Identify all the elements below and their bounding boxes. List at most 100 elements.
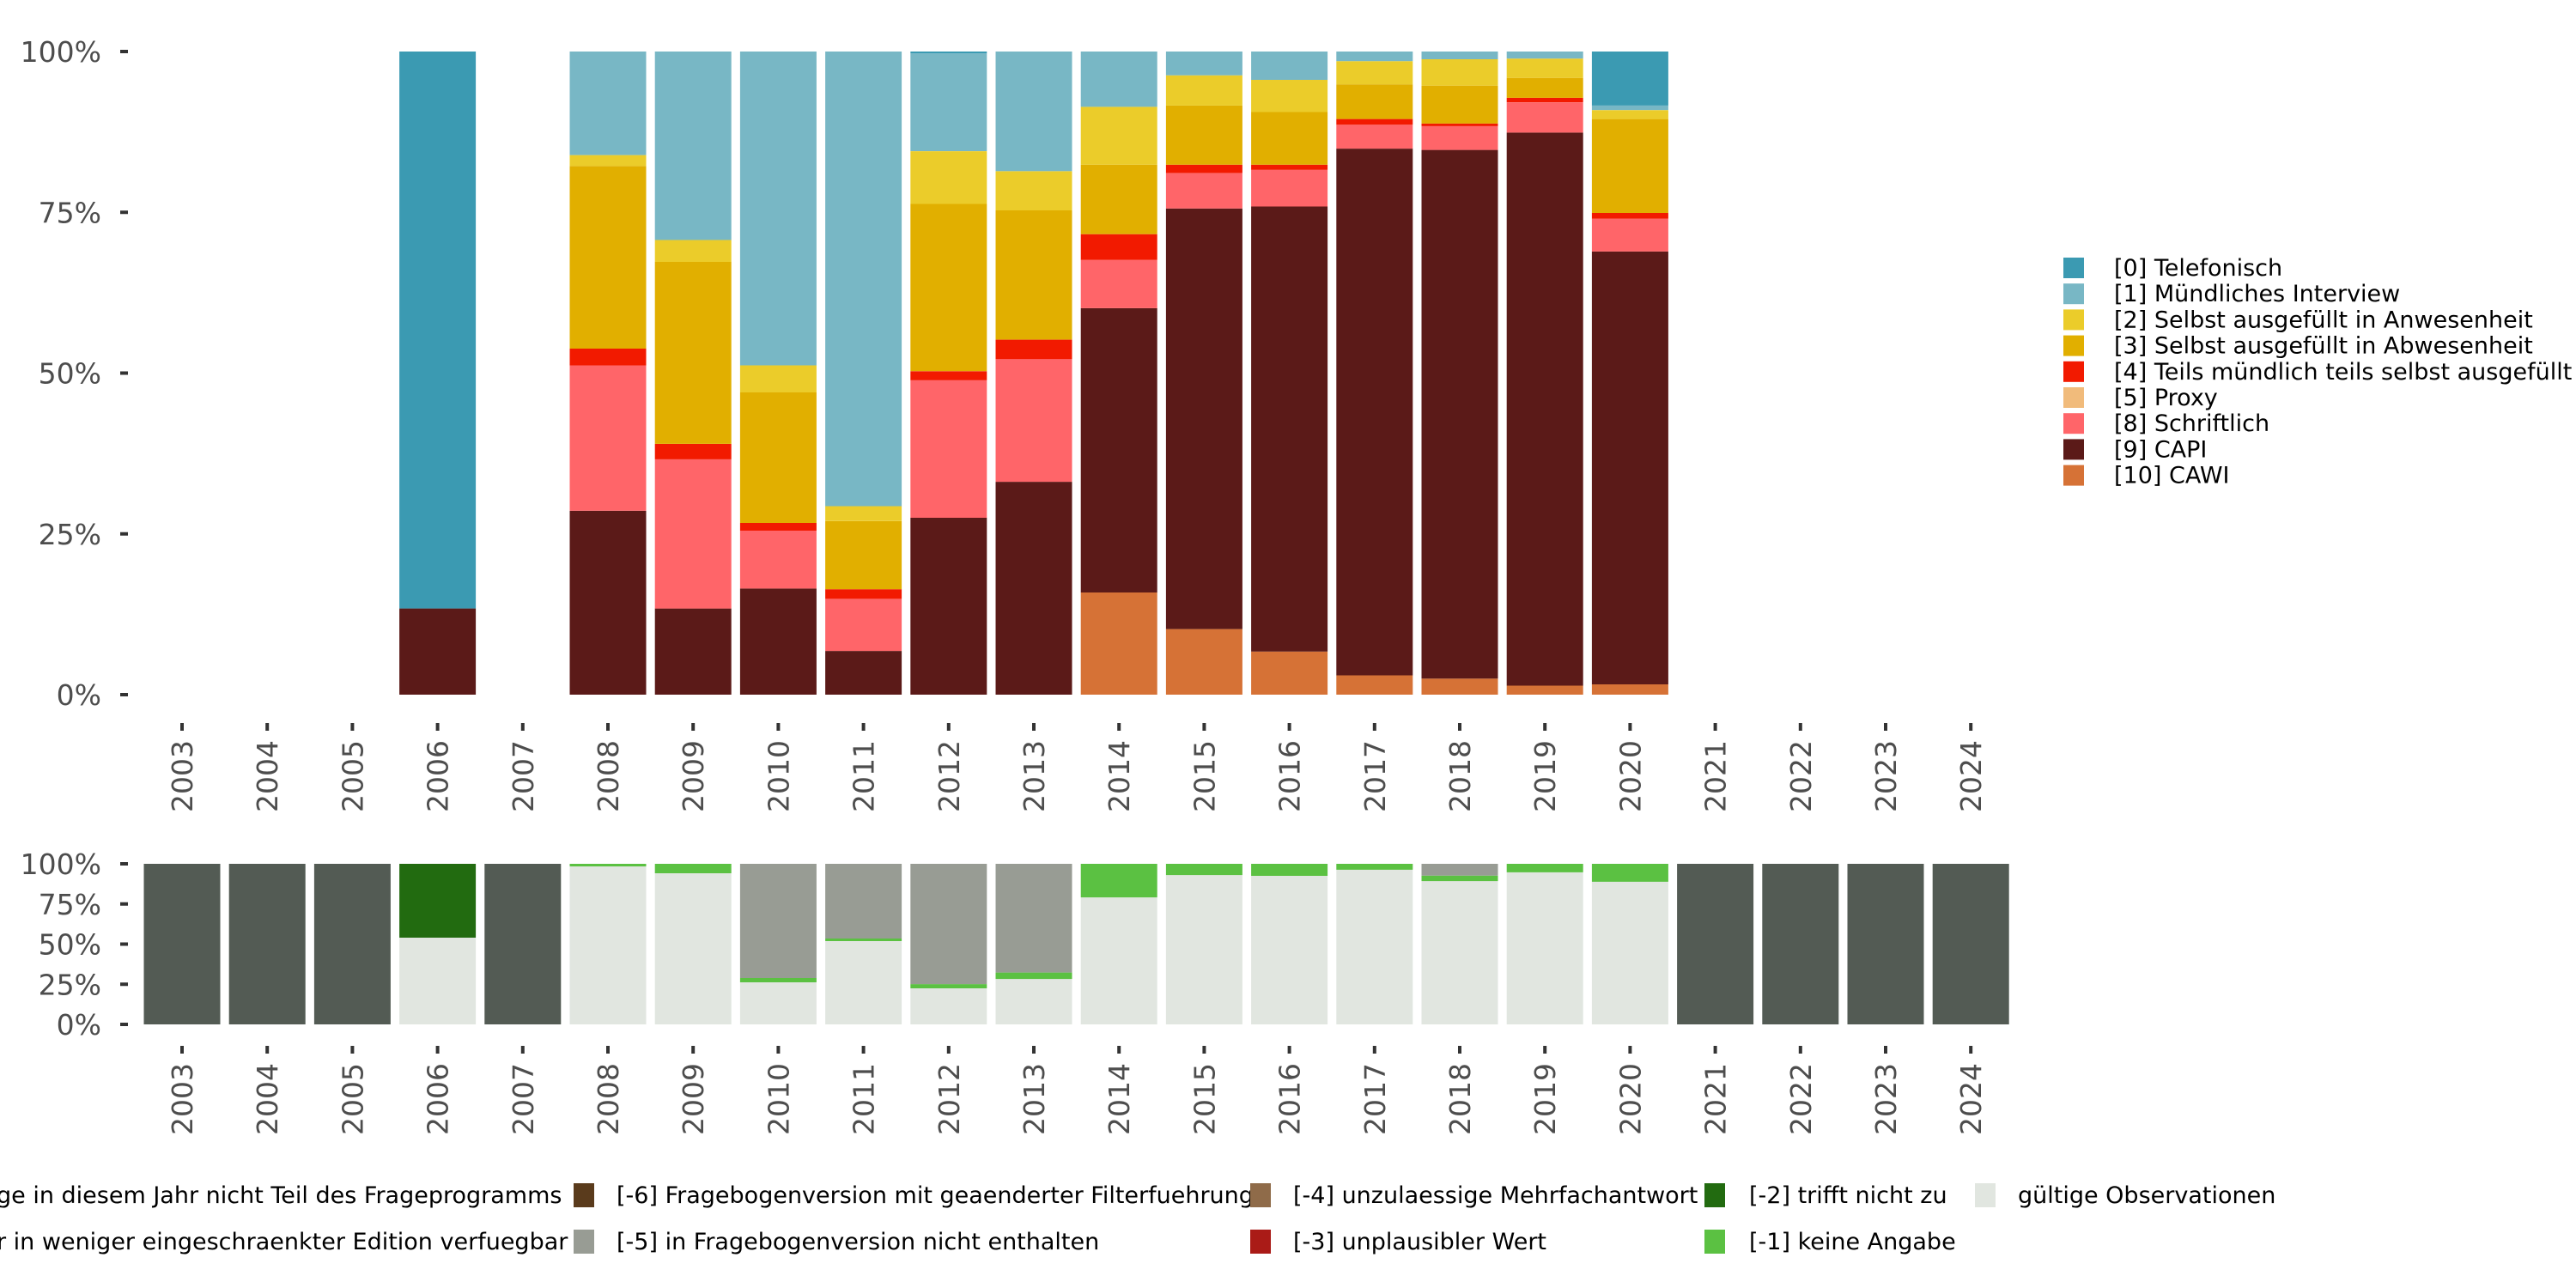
legend-swatch [2063, 413, 2084, 434]
bar-segment-2009-3-selbst-ausgefüllt-in-abwesenheit [654, 261, 732, 444]
legend-swatch [2063, 283, 2084, 305]
bar-segment-2011-gültige-observationen [825, 940, 902, 1024]
legend-swatch [2063, 309, 2084, 331]
x-tick-label: 2016 [1273, 1063, 1307, 1135]
legend-label: [3] Selbst ausgefüllt in Abwesenheit [2114, 333, 2533, 360]
main-legend: [0] Telefonisch[1] Mündliches Interview[… [2063, 255, 2572, 489]
x-tick-label: 2019 [1528, 1063, 1562, 1135]
bar-segment-2017-1-mündliches-interview [1336, 52, 1413, 62]
missing-legend: ge in diesem Jahr nicht Teil des Fragepr… [0, 1182, 2275, 1255]
bar-segment-2024-8-frage-in-diesem-jahr-nicht-teil-des-frageprogramms [1932, 864, 2009, 1024]
x-tick-label: 2023 [1869, 1063, 1903, 1135]
legend-item-1-keine-angabe: [-1] keine Angabe [1704, 1229, 1956, 1255]
bar-segment-2011-5-in-fragebogenversion-nicht-enthalten [825, 864, 902, 939]
bar-segment-2015-9-capi [1165, 208, 1242, 629]
x-tick-label: 2014 [1103, 740, 1136, 812]
legend-item-2-trifft-nicht-zu: [-2] trifft nicht zu [1704, 1182, 1947, 1209]
x-tick-label: 2014 [1103, 1063, 1136, 1135]
bar-segment-2020-10-cawi [1591, 684, 1668, 695]
bar-segment-2009-gültige-observationen [654, 873, 732, 1024]
bar-segment-2003-8-frage-in-diesem-jahr-nicht-teil-des-frageprogramms [143, 864, 221, 1024]
bar-segment-2020-1-mündliches-interview [1591, 105, 1668, 111]
bar-segment-2013-5-in-fragebogenversion-nicht-enthalten [995, 864, 1072, 973]
legend-item-5-in-fragebogenversion-nicht-enthalten: [-5] in Fragebogenversion nicht enthalte… [574, 1229, 1099, 1255]
y-tick-label: 75% [39, 888, 101, 921]
bar-segment-2014-10-cawi [1080, 592, 1157, 695]
bar-segment-2005-8-frage-in-diesem-jahr-nicht-teil-des-frageprogramms [313, 864, 391, 1024]
y-tick-label: 0% [57, 678, 101, 712]
y-tick-label: 75% [39, 196, 101, 229]
x-tick-label: 2013 [1018, 1063, 1051, 1135]
bar-segment-2012-9-capi [910, 518, 987, 695]
main-y-axis: 0% 25% 50% 75% 100% [21, 35, 128, 712]
bar-segment-2017-3-selbst-ausgefüllt-in-abwesenheit [1336, 84, 1413, 119]
x-tick-label: 2009 [677, 740, 710, 812]
bar-segment-2014-3-selbst-ausgefüllt-in-abwesenheit [1080, 164, 1157, 234]
x-tick-label: 2010 [762, 740, 795, 812]
main-x-axis: 2003 2004 2005 2006 2007 2008 2009 2010 2011 2012… [166, 723, 1988, 812]
legend-swatch [2063, 439, 2084, 460]
bar-segment-2018-9-capi [1421, 149, 1498, 679]
bar-segment-2016-9-capi [1251, 206, 1328, 652]
bar-segment-2013-3-selbst-ausgefüllt-in-abwesenheit [995, 210, 1072, 340]
legend-item-5-proxy: [5] Proxy [2063, 385, 2218, 411]
legend-swatch [1975, 1183, 1996, 1207]
y-tick-label: 50% [39, 357, 101, 391]
bar-segment-2015-8-schriftlich [1165, 173, 1242, 209]
bar-segment-2014-8-schriftlich [1080, 259, 1157, 308]
legend-item-r-in-weniger-eingeschraenkter-edition-verfuegbar: r in weniger eingeschraenkter Edition ve… [0, 1229, 568, 1255]
bar-segment-2008-3-selbst-ausgefüllt-in-abwesenheit [569, 166, 647, 349]
bar-segment-2008-2-selbst-ausgefüllt-in-anwesenheit [569, 155, 647, 167]
legend-swatch [574, 1230, 594, 1254]
bar-segment-2009-1-mündliches-interview [654, 52, 732, 240]
bar-segment-2013-1-mündliches-interview [995, 52, 1072, 172]
y-tick-label: 25% [39, 518, 101, 551]
bar-segment-2017-4-teils-mündlich-teils-selbst-ausgefüllt [1336, 118, 1413, 125]
legend-swatch [2063, 335, 2084, 356]
legend-swatch [2063, 387, 2084, 408]
x-tick-label: 2004 [251, 1063, 284, 1135]
bar-segment-2015-3-selbst-ausgefüllt-in-abwesenheit [1165, 105, 1242, 165]
bar-segment-2014-2-selbst-ausgefüllt-in-anwesenheit [1080, 106, 1157, 165]
bar-segment-2017-1-keine-angabe [1336, 864, 1413, 870]
legend-swatch [2063, 258, 2084, 278]
legend-label: [1] Mündliches Interview [2114, 281, 2400, 307]
bar-segment-2012-gültige-observationen [910, 987, 987, 1024]
legend-label: [-6] Fragebogenversion mit geaenderter F… [617, 1182, 1254, 1209]
bar-segment-2010-5-in-fragebogenversion-nicht-enthalten [739, 864, 817, 978]
bar-segment-2008-8-schriftlich [569, 365, 647, 511]
x-tick-label: 2016 [1273, 740, 1307, 812]
bar-segment-2019-3-selbst-ausgefüllt-in-abwesenheit [1506, 77, 1583, 98]
y-tick-label: 25% [39, 968, 101, 1001]
legend-label: [8] Schriftlich [2114, 410, 2269, 437]
legend-label: r in weniger eingeschraenkter Edition ve… [0, 1229, 568, 1255]
bar-segment-2009-4-teils-mündlich-teils-selbst-ausgefüllt [654, 443, 732, 459]
bar-segment-2013-2-selbst-ausgefüllt-in-anwesenheit [995, 171, 1072, 210]
y-tick-label: 100% [21, 848, 101, 881]
bar-segment-2015-1-keine-angabe [1165, 864, 1242, 876]
bar-segment-2010-1-keine-angabe [739, 978, 817, 982]
x-tick-label: 2017 [1358, 740, 1392, 812]
bar-segment-2006-9-capi [399, 608, 477, 695]
bar-segment-2009-2-selbst-ausgefüllt-in-anwesenheit [654, 240, 732, 262]
bar-segment-2017-9-capi [1336, 149, 1413, 676]
bar-segment-2018-4-teils-mündlich-teils-selbst-ausgefüllt [1421, 123, 1498, 126]
x-tick-label: 2008 [592, 740, 625, 812]
legend-swatch [1250, 1230, 1271, 1254]
bar-segment-2020-9-capi [1591, 251, 1668, 684]
legend-swatch [2063, 361, 2084, 382]
bar-segment-2016-1-mündliches-interview [1251, 52, 1328, 80]
legend-label: gültige Observationen [2018, 1182, 2275, 1209]
x-tick-label: 2024 [1954, 1063, 1988, 1135]
x-tick-label: 2010 [762, 1063, 795, 1135]
bar-segment-2012-3-selbst-ausgefüllt-in-abwesenheit [910, 204, 987, 372]
legend-label: [9] CAPI [2114, 436, 2207, 463]
x-tick-label: 2022 [1784, 740, 1818, 812]
main-plot [399, 52, 1668, 695]
bar-segment-2018-3-selbst-ausgefüllt-in-abwesenheit [1421, 85, 1498, 124]
missing-y-axis: 0% 25% 50% 75% 100% [21, 848, 128, 1042]
bar-segment-2007-8-frage-in-diesem-jahr-nicht-teil-des-frageprogramms [484, 864, 562, 1024]
legend-item-8-schriftlich: [8] Schriftlich [2063, 410, 2269, 437]
missing-x-axis: 2003 2004 2005 2006 2007 2008 2009 2010 2011 2012… [166, 1046, 1988, 1135]
bar-segment-2018-1-keine-angabe [1421, 875, 1498, 882]
